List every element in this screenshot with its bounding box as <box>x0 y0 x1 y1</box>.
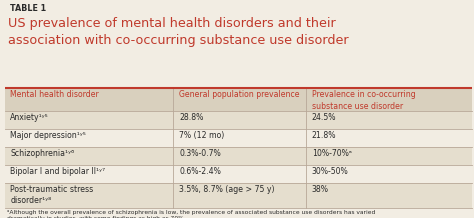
Text: Bipolar I and bipolar II¹ʸ⁷: Bipolar I and bipolar II¹ʸ⁷ <box>10 167 106 176</box>
Text: Major depression¹ʸ⁵: Major depression¹ʸ⁵ <box>10 131 86 140</box>
Text: Schizophrenia¹ʸ⁶: Schizophrenia¹ʸ⁶ <box>10 149 74 158</box>
Text: 38%: 38% <box>312 185 329 194</box>
Text: Post-traumatic stress
disorder¹ʸ⁸: Post-traumatic stress disorder¹ʸ⁸ <box>10 185 94 205</box>
Bar <box>5 147 472 165</box>
Text: 30%-50%: 30%-50% <box>312 167 349 176</box>
Text: ᵃAlthough the overall prevalence of schizophrenia is low, the prevalence of asso: ᵃAlthough the overall prevalence of schi… <box>7 210 375 218</box>
Bar <box>5 129 472 147</box>
Text: Prevalence in co-occurring
substance use disorder: Prevalence in co-occurring substance use… <box>312 90 416 111</box>
Text: 21.8%: 21.8% <box>312 131 337 140</box>
Text: 0.3%-0.7%: 0.3%-0.7% <box>179 149 221 158</box>
Text: TABLE 1: TABLE 1 <box>10 4 46 13</box>
Bar <box>5 165 472 183</box>
Text: 24.5%: 24.5% <box>312 113 337 122</box>
Text: US prevalence of mental health disorders and their: US prevalence of mental health disorders… <box>8 17 336 31</box>
Text: 28.8%: 28.8% <box>179 113 203 122</box>
Text: General population prevalence: General population prevalence <box>179 90 300 99</box>
Text: Mental health disorder: Mental health disorder <box>10 90 99 99</box>
Text: association with co-occurring substance use disorder: association with co-occurring substance … <box>8 34 349 47</box>
Text: 7% (12 mo): 7% (12 mo) <box>179 131 224 140</box>
Text: 0.6%-2.4%: 0.6%-2.4% <box>179 167 221 176</box>
Text: Anxiety¹ʸ⁵: Anxiety¹ʸ⁵ <box>10 113 49 122</box>
Bar <box>5 111 472 129</box>
Bar <box>5 183 472 208</box>
Text: 3.5%, 8.7% (age > 75 y): 3.5%, 8.7% (age > 75 y) <box>179 185 274 194</box>
Bar <box>5 88 472 111</box>
Text: 10%-70%ᵃ: 10%-70%ᵃ <box>312 149 352 158</box>
